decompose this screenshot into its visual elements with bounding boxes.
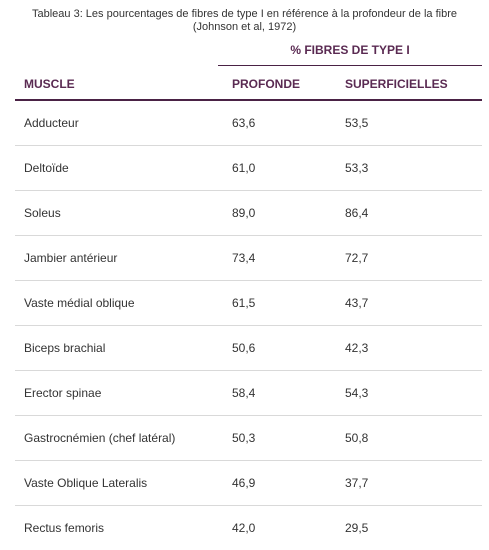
- cell-superficielles: 43,7: [345, 296, 369, 310]
- cell-muscle: Rectus femoris: [24, 521, 105, 535]
- cell-profonde: 89,0: [232, 206, 256, 220]
- cell-superficielles: 50,8: [345, 431, 369, 445]
- header-rule: [15, 99, 482, 101]
- cell-muscle: Adducteur: [24, 116, 79, 130]
- table-row: Rectus femoris 42,0 29,5: [15, 506, 482, 550]
- cell-superficielles: 53,5: [345, 116, 369, 130]
- table-row: Soleus 89,0 86,4: [15, 191, 482, 236]
- cell-superficielles: 54,3: [345, 386, 369, 400]
- cell-profonde: 42,0: [232, 521, 256, 535]
- cell-profonde: 61,5: [232, 296, 256, 310]
- cell-superficielles: 42,3: [345, 341, 369, 355]
- column-header-muscle: MUSCLE: [24, 77, 75, 91]
- cell-profonde: 73,4: [232, 251, 256, 265]
- cell-muscle: Gastrocnémien (chef latéral): [24, 431, 176, 445]
- table-row: Vaste Oblique Lateralis 46,9 37,7: [15, 461, 482, 506]
- table-row: Gastrocnémien (chef latéral) 50,3 50,8: [15, 416, 482, 461]
- cell-profonde: 50,6: [232, 341, 256, 355]
- cell-muscle: Jambier antérieur: [24, 251, 118, 265]
- table-row: Biceps brachial 50,6 42,3: [15, 326, 482, 371]
- table-caption: Tableau 3: Les pourcentages de fibres de…: [0, 8, 489, 34]
- cell-profonde: 63,6: [232, 116, 256, 130]
- cell-muscle: Deltoïde: [24, 161, 69, 175]
- table-row: Jambier antérieur 73,4 72,7: [15, 236, 482, 281]
- cell-superficielles: 72,7: [345, 251, 369, 265]
- table-row: Deltoïde 61,0 53,3: [15, 146, 482, 191]
- caption-source: (Johnson et al, 1972): [192, 21, 297, 33]
- cell-superficielles: 53,3: [345, 161, 369, 175]
- group-header-rule: [218, 65, 482, 66]
- cell-profonde: 61,0: [232, 161, 256, 175]
- cell-muscle: Vaste Oblique Lateralis: [24, 476, 148, 490]
- column-header-superficielles: SUPERFICIELLES: [345, 77, 448, 91]
- cell-muscle: Soleus: [24, 206, 61, 220]
- table-row: Vaste médial oblique 61,5 43,7: [15, 281, 482, 326]
- caption-title: Tableau 3: Les pourcentages de fibres de…: [31, 8, 457, 20]
- cell-profonde: 46,9: [232, 476, 256, 490]
- table-row: Erector spinae 58,4 54,3: [15, 371, 482, 416]
- cell-profonde: 58,4: [232, 386, 256, 400]
- cell-superficielles: 29,5: [345, 521, 369, 535]
- cell-superficielles: 86,4: [345, 206, 369, 220]
- cell-muscle: Vaste médial oblique: [24, 296, 135, 310]
- table-body: Adducteur 63,6 53,5 Deltoïde 61,0 53,3 S…: [15, 101, 482, 550]
- cell-profonde: 50,3: [232, 431, 256, 445]
- column-header-profonde: PROFONDE: [232, 77, 301, 91]
- cell-muscle: Erector spinae: [24, 386, 102, 400]
- cell-muscle: Biceps brachial: [24, 341, 106, 355]
- group-header-type1: % FIBRES DE TYPE I: [290, 43, 410, 57]
- cell-superficielles: 37,7: [345, 476, 369, 490]
- table-row: Adducteur 63,6 53,5: [15, 101, 482, 146]
